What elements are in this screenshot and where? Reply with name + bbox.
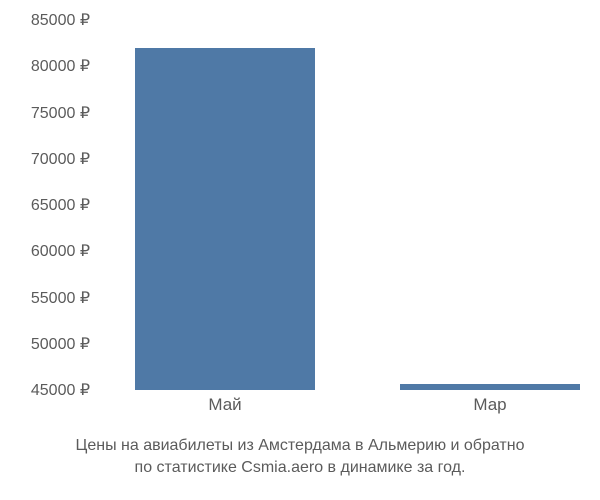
x-axis: Май Мар [110,395,580,425]
price-chart: 45000 ₽ 50000 ₽ 55000 ₽ 60000 ₽ 65000 ₽ 70000… [0,0,600,500]
x-tick-label: Май [208,395,241,415]
chart-caption: Цены на авиабилеты из Амстердама в Альме… [0,435,600,478]
y-tick-label: 80000 ₽ [31,56,90,76]
y-tick-label: 55000 ₽ [31,288,90,308]
y-tick-label: 45000 ₽ [31,380,90,400]
y-tick-label: 70000 ₽ [31,149,90,169]
y-tick-label: 65000 ₽ [31,195,90,215]
y-tick-label: 60000 ₽ [31,241,90,261]
plot-area [110,20,580,390]
y-tick-label: 50000 ₽ [31,334,90,354]
caption-line-2: по статистике Csmia.aero в динамике за г… [135,459,466,476]
y-tick-label: 85000 ₽ [31,10,90,30]
caption-line-1: Цены на авиабилеты из Амстердама в Альме… [76,437,525,454]
x-tick-label: Мар [473,395,506,415]
bar-Май [135,48,315,390]
y-tick-label: 75000 ₽ [31,103,90,123]
bar-Мар [400,384,580,390]
y-axis: 45000 ₽50000 ₽55000 ₽60000 ₽65000 ₽70000… [0,20,100,390]
